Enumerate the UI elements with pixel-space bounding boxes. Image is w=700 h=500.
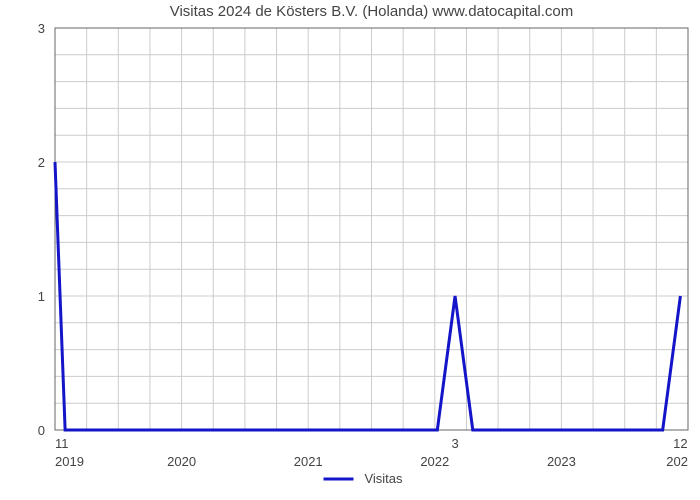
x-tick-label: 2020 bbox=[167, 454, 196, 469]
x-tick-label: 2021 bbox=[294, 454, 323, 469]
x-tick-label: 2019 bbox=[55, 454, 84, 469]
chart-title: Visitas 2024 de Kösters B.V. (Holanda) w… bbox=[170, 3, 574, 20]
visits-chart: Visitas 2024 de Kösters B.V. (Holanda) w… bbox=[0, 0, 700, 500]
x-secondary-label: 11 bbox=[55, 436, 69, 451]
legend-label: Visitas bbox=[364, 471, 403, 486]
secondary-x-labels: 11 3 12 bbox=[55, 436, 688, 451]
x-tick-label: 2023 bbox=[547, 454, 576, 469]
y-tick-label: 2 bbox=[38, 155, 45, 170]
x-secondary-label: 3 bbox=[451, 436, 458, 451]
x-axis-ticks: 2019 2020 2021 2022 2023 202 bbox=[55, 454, 688, 469]
legend: Visitas bbox=[324, 471, 404, 486]
y-tick-label: 0 bbox=[38, 423, 45, 438]
y-tick-label: 3 bbox=[38, 21, 45, 36]
y-tick-label: 1 bbox=[38, 289, 45, 304]
x-tick-label: 2022 bbox=[420, 454, 449, 469]
x-secondary-label: 12 bbox=[673, 436, 687, 451]
grid-minor bbox=[55, 28, 688, 430]
x-tick-label: 202 bbox=[666, 454, 688, 469]
y-axis-ticks: 0 1 2 3 bbox=[38, 21, 45, 438]
